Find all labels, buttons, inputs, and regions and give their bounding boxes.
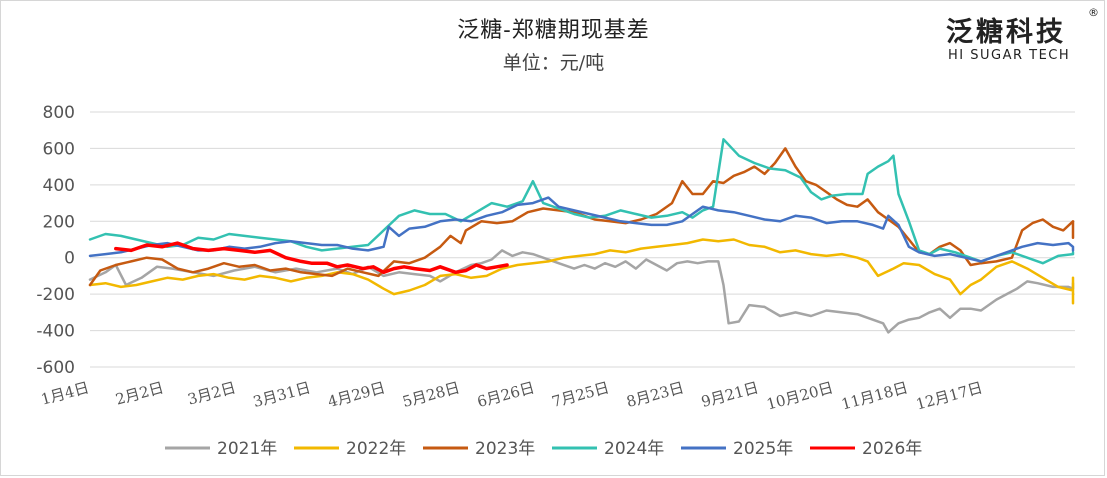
x-tick-label: 3月2日 xyxy=(186,378,238,408)
y-tick-label: 200 xyxy=(43,212,75,232)
x-axis-ticks: 1月4日 2月2日 3月2日 3月31日 4月29日 5月28日 6月26日 7月25日 8月2… xyxy=(39,378,985,413)
series-line-2023 xyxy=(88,147,1075,287)
series-line-2022 xyxy=(88,238,1075,305)
series-line-2021 xyxy=(88,249,1075,334)
brand-logo: 泛糖科技 HI SUGAR TECH ® xyxy=(940,6,1100,68)
logo-text-cn: 泛糖科技 xyxy=(946,17,1066,48)
y-tick-label: -400 xyxy=(36,322,75,342)
y-tick-label: 600 xyxy=(43,139,75,159)
logo-text-en: HI SUGAR TECH xyxy=(948,48,1071,63)
legend-label: 2024年 xyxy=(604,439,664,459)
y-tick-label: -200 xyxy=(36,285,75,305)
legend-label: 2026年 xyxy=(862,439,922,459)
x-tick-label: 4月29日 xyxy=(326,378,387,411)
y-tick-label: 400 xyxy=(43,176,75,196)
x-tick-label: 1月4日 xyxy=(39,378,91,408)
legend-label: 2023年 xyxy=(475,439,535,459)
chart-title: 泛糖-郑糖期现基差 xyxy=(457,18,650,43)
x-tick-label: 11月18日 xyxy=(839,378,910,413)
legend-label: 2022年 xyxy=(346,439,406,459)
series-line-2025 xyxy=(88,196,1075,263)
x-tick-label: 3月31日 xyxy=(251,378,312,411)
registered-mark: ® xyxy=(1088,6,1099,19)
legend-label: 2021年 xyxy=(217,439,277,459)
x-tick-label: 12月17日 xyxy=(914,378,985,413)
x-tick-label: 5月28日 xyxy=(401,378,462,411)
y-tick-label: 800 xyxy=(43,103,75,123)
y-tick-label: -600 xyxy=(36,358,75,378)
y-axis-ticks: 800 600 400 200 0 -200 -400 -600 xyxy=(36,103,75,378)
x-tick-label: 7月25日 xyxy=(550,378,611,411)
y-tick-label: 0 xyxy=(64,249,75,269)
series-line-2024 xyxy=(88,138,1075,265)
x-tick-label: 6月26日 xyxy=(475,378,536,411)
legend: 2021年 2022年 2023年 2024年 2025年 2026年 xyxy=(165,439,922,459)
series-lines xyxy=(88,138,1075,334)
series-line-2026 xyxy=(114,241,509,275)
legend-label: 2025年 xyxy=(733,439,793,459)
chart-subtitle: 单位：元/吨 xyxy=(502,52,605,74)
x-tick-label: 2月2日 xyxy=(114,378,166,408)
grid-lines xyxy=(90,111,1075,368)
x-tick-label: 8月23日 xyxy=(625,378,686,411)
x-tick-label: 10月20日 xyxy=(765,378,836,413)
x-tick-label: 9月21日 xyxy=(699,378,760,411)
